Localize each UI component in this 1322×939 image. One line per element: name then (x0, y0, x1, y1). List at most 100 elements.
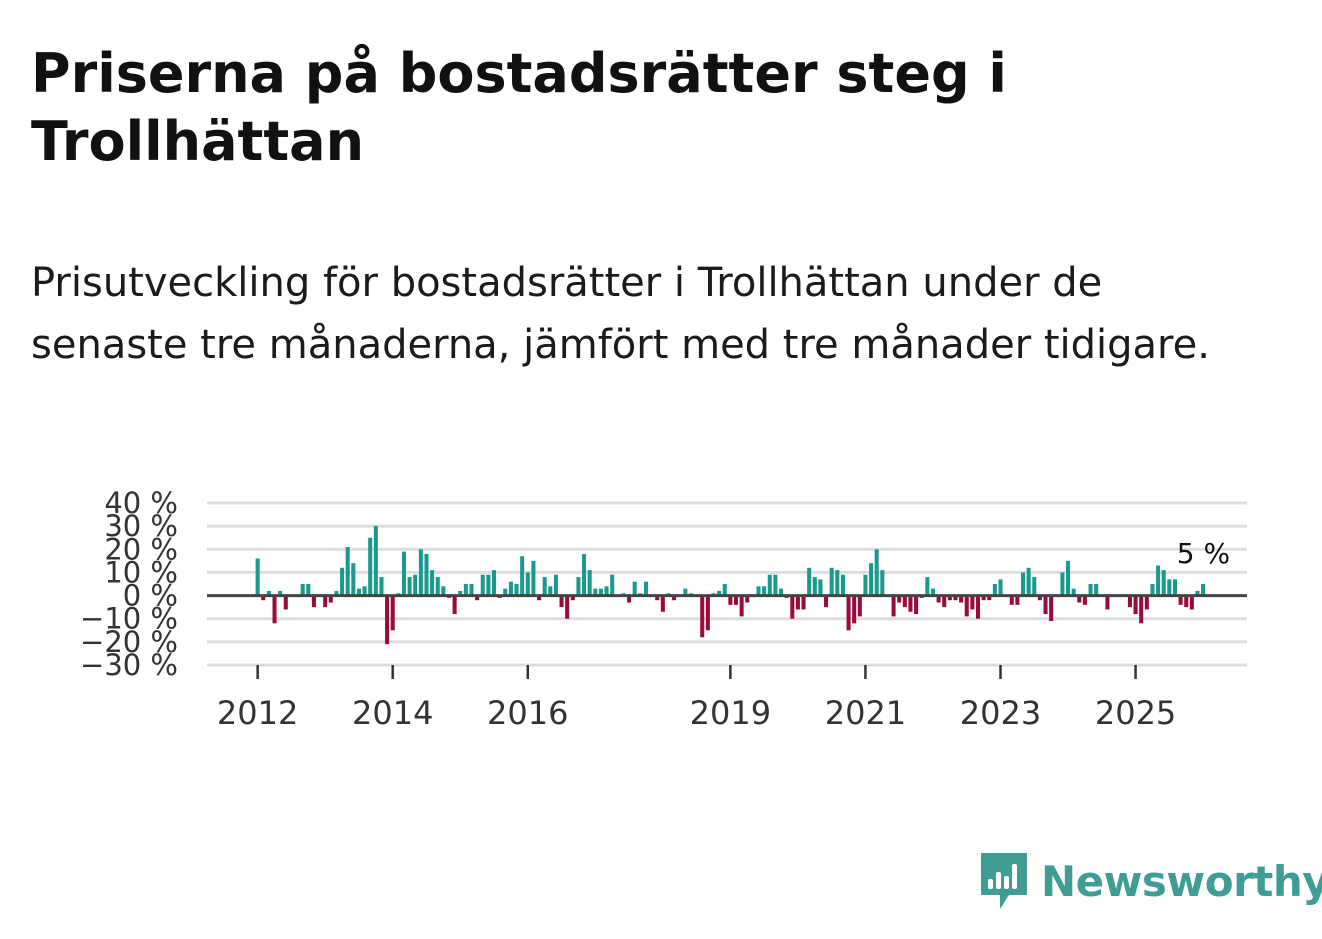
bar (430, 570, 435, 596)
bar (368, 537, 373, 596)
bar (863, 574, 868, 596)
chart-subtitle: Prisutveckling för bostadsrätter i Troll… (31, 260, 1210, 368)
bar (1088, 584, 1093, 596)
bar (452, 595, 457, 615)
bar (283, 595, 288, 610)
bar (874, 549, 879, 596)
y-tick-label: −30 % (80, 648, 178, 682)
y-tick-label: 0 % (123, 579, 178, 613)
x-tick-label: 2016 (487, 694, 568, 732)
bar (401, 551, 406, 596)
bar (604, 586, 609, 596)
bar (1082, 595, 1087, 605)
bar (1043, 595, 1048, 615)
bar (407, 577, 412, 596)
bar (992, 584, 997, 596)
bar (812, 577, 817, 596)
bar (598, 588, 603, 596)
bar (514, 584, 519, 596)
bar (587, 570, 592, 596)
newsworthy-logo: Newsworthy (979, 849, 1322, 913)
bar (953, 595, 958, 601)
bar (857, 595, 862, 617)
bar (1167, 579, 1172, 596)
bar (1144, 595, 1149, 610)
bar (643, 581, 648, 596)
bar (328, 595, 333, 603)
bar (435, 577, 440, 596)
bar (458, 590, 463, 596)
bar (362, 586, 367, 596)
bar (323, 595, 328, 608)
bar (548, 586, 553, 596)
bar (537, 595, 542, 601)
bar (880, 570, 885, 596)
bar (1184, 595, 1189, 608)
bar (1020, 572, 1026, 596)
y-tick-label: 40 % (104, 486, 178, 520)
bar (542, 577, 547, 596)
last-value-label: 5 % (1177, 537, 1230, 570)
bar (559, 595, 564, 608)
y-tick-label: 30 % (104, 509, 178, 543)
bar (463, 584, 468, 596)
bar (272, 595, 277, 624)
x-tick-label: 2019 (690, 694, 771, 732)
bar (1015, 595, 1020, 605)
bar (947, 595, 952, 601)
x-tick-label: 2014 (352, 694, 433, 732)
bar (655, 595, 660, 601)
bar (869, 563, 874, 596)
bar (475, 595, 480, 601)
bar (531, 560, 536, 596)
x-tick-label: 2025 (1095, 694, 1176, 732)
bar (818, 579, 823, 596)
bar (576, 577, 581, 596)
bar (334, 590, 339, 596)
bar (266, 590, 271, 596)
chart-title: Priserna på bostadsrätter steg i Trollhä… (31, 42, 1007, 173)
bar (942, 595, 947, 608)
bars (255, 526, 1206, 645)
bar (908, 595, 913, 612)
bar (390, 595, 395, 631)
bar (1009, 595, 1014, 605)
bar (525, 572, 530, 596)
bar (441, 586, 446, 596)
bar (835, 570, 840, 596)
bar (469, 584, 474, 596)
y-tick-label: −20 % (80, 625, 178, 659)
bar (767, 574, 772, 596)
bar (1094, 584, 1099, 596)
bar (385, 595, 390, 645)
bar (1066, 560, 1071, 596)
bar (722, 584, 727, 596)
bar (261, 595, 266, 601)
bar (306, 584, 311, 596)
bar (553, 574, 558, 596)
bar (970, 595, 975, 610)
brand-name: Newsworthy (1041, 856, 1322, 906)
bar (1172, 579, 1177, 596)
bar (1032, 577, 1037, 596)
bar (728, 595, 733, 605)
bar (300, 584, 305, 596)
bar (807, 567, 812, 596)
bar (975, 595, 981, 619)
bar (503, 588, 508, 596)
bar (1201, 584, 1206, 596)
bar (660, 595, 665, 612)
bar (824, 595, 829, 608)
bar (745, 595, 750, 603)
x-tick-label: 2021 (825, 694, 906, 732)
bar (508, 581, 513, 596)
bar (1060, 572, 1065, 596)
bar (1049, 595, 1054, 622)
y-tick-label: 10 % (104, 555, 178, 589)
y-tick-label: −10 % (80, 602, 178, 636)
bar (1026, 567, 1031, 596)
bar (1150, 584, 1155, 596)
x-tick-label: 2023 (960, 694, 1041, 732)
bar (739, 595, 744, 617)
